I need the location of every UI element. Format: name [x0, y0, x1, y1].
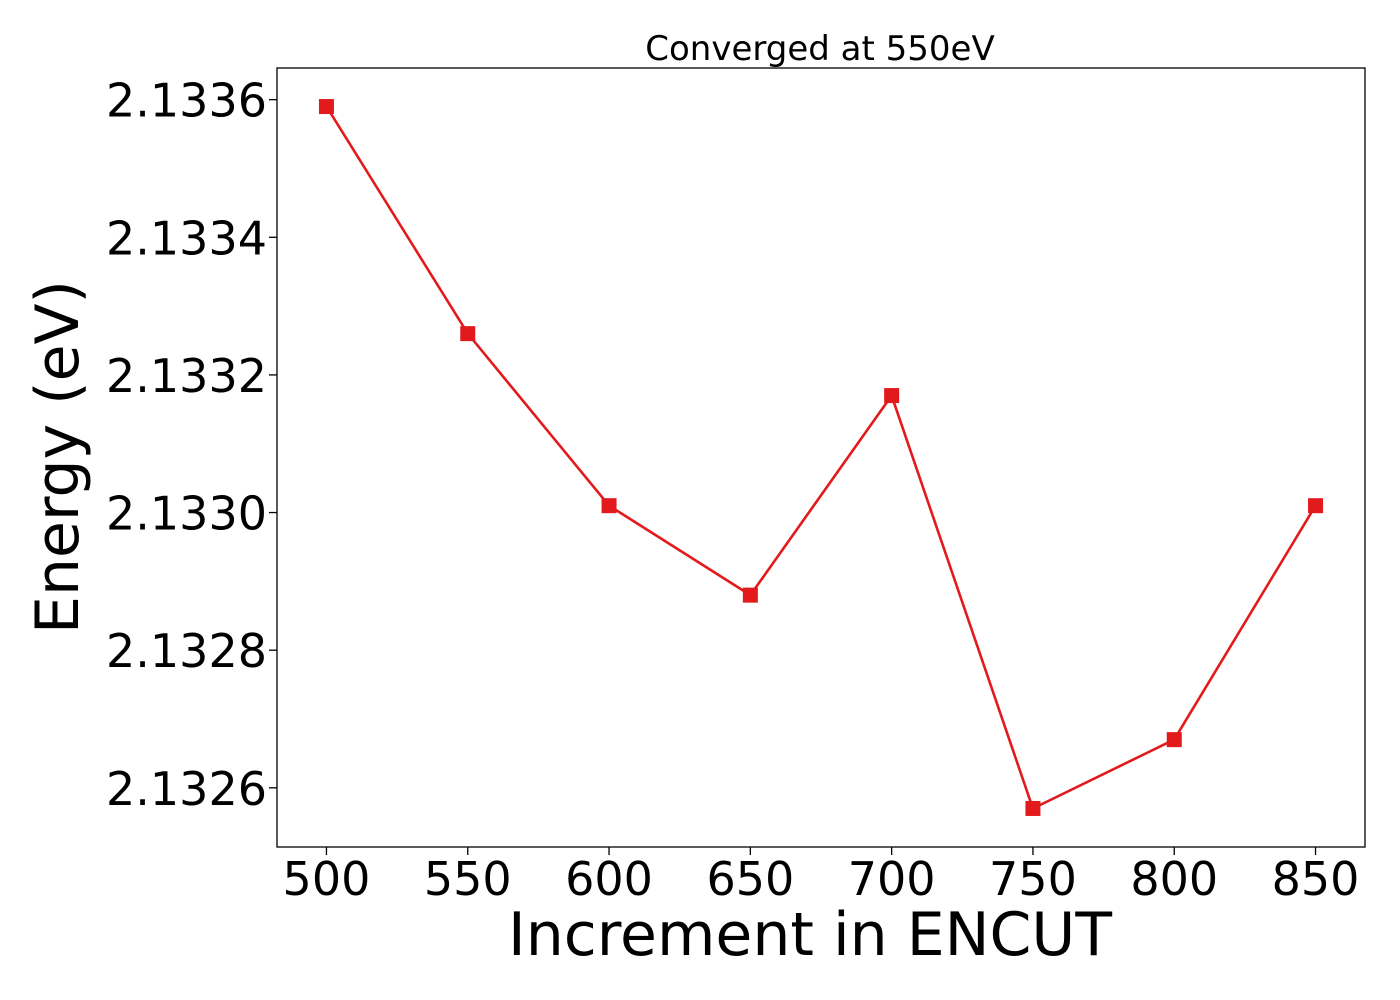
data-point [1166, 732, 1182, 748]
x-tick-label: 600 [565, 852, 653, 906]
plot-area [318, 99, 1324, 816]
data-point [460, 326, 476, 342]
x-tick-label: 850 [1272, 852, 1360, 906]
x-tick-label: 500 [283, 852, 371, 906]
y-axis-label: Energy (eV) [23, 280, 93, 634]
chart-title: Converged at 550eV [645, 29, 994, 69]
y-tick-label: 2.1326 [106, 762, 267, 816]
y-axis: 2.1326 2.1328 2.1330 2.1332 2.1334 2.1336 [106, 74, 277, 816]
y-tick-label: 2.1328 [106, 624, 267, 678]
x-axis-label: Increment in ENCUT [508, 900, 1112, 970]
axes-frame [276, 67, 1366, 848]
series-line [325, 105, 1317, 810]
data-point [1025, 800, 1041, 816]
data-point [318, 99, 334, 115]
data-point [1308, 498, 1324, 514]
x-tick-label: 650 [706, 852, 794, 906]
x-axis: 500 550 600 650 700 750 800 850 [283, 847, 1360, 906]
x-tick-label: 550 [424, 852, 512, 906]
data-point [742, 587, 758, 603]
y-tick-label: 2.1332 [106, 349, 267, 403]
data-point [601, 498, 617, 514]
y-tick-label: 2.1334 [106, 211, 267, 265]
y-tick-label: 2.1336 [106, 74, 267, 128]
x-tick-label: 800 [1130, 852, 1218, 906]
data-point [884, 388, 900, 404]
x-tick-label: 750 [989, 852, 1077, 906]
x-tick-label: 700 [848, 852, 936, 906]
y-tick-label: 2.1330 [106, 487, 267, 541]
